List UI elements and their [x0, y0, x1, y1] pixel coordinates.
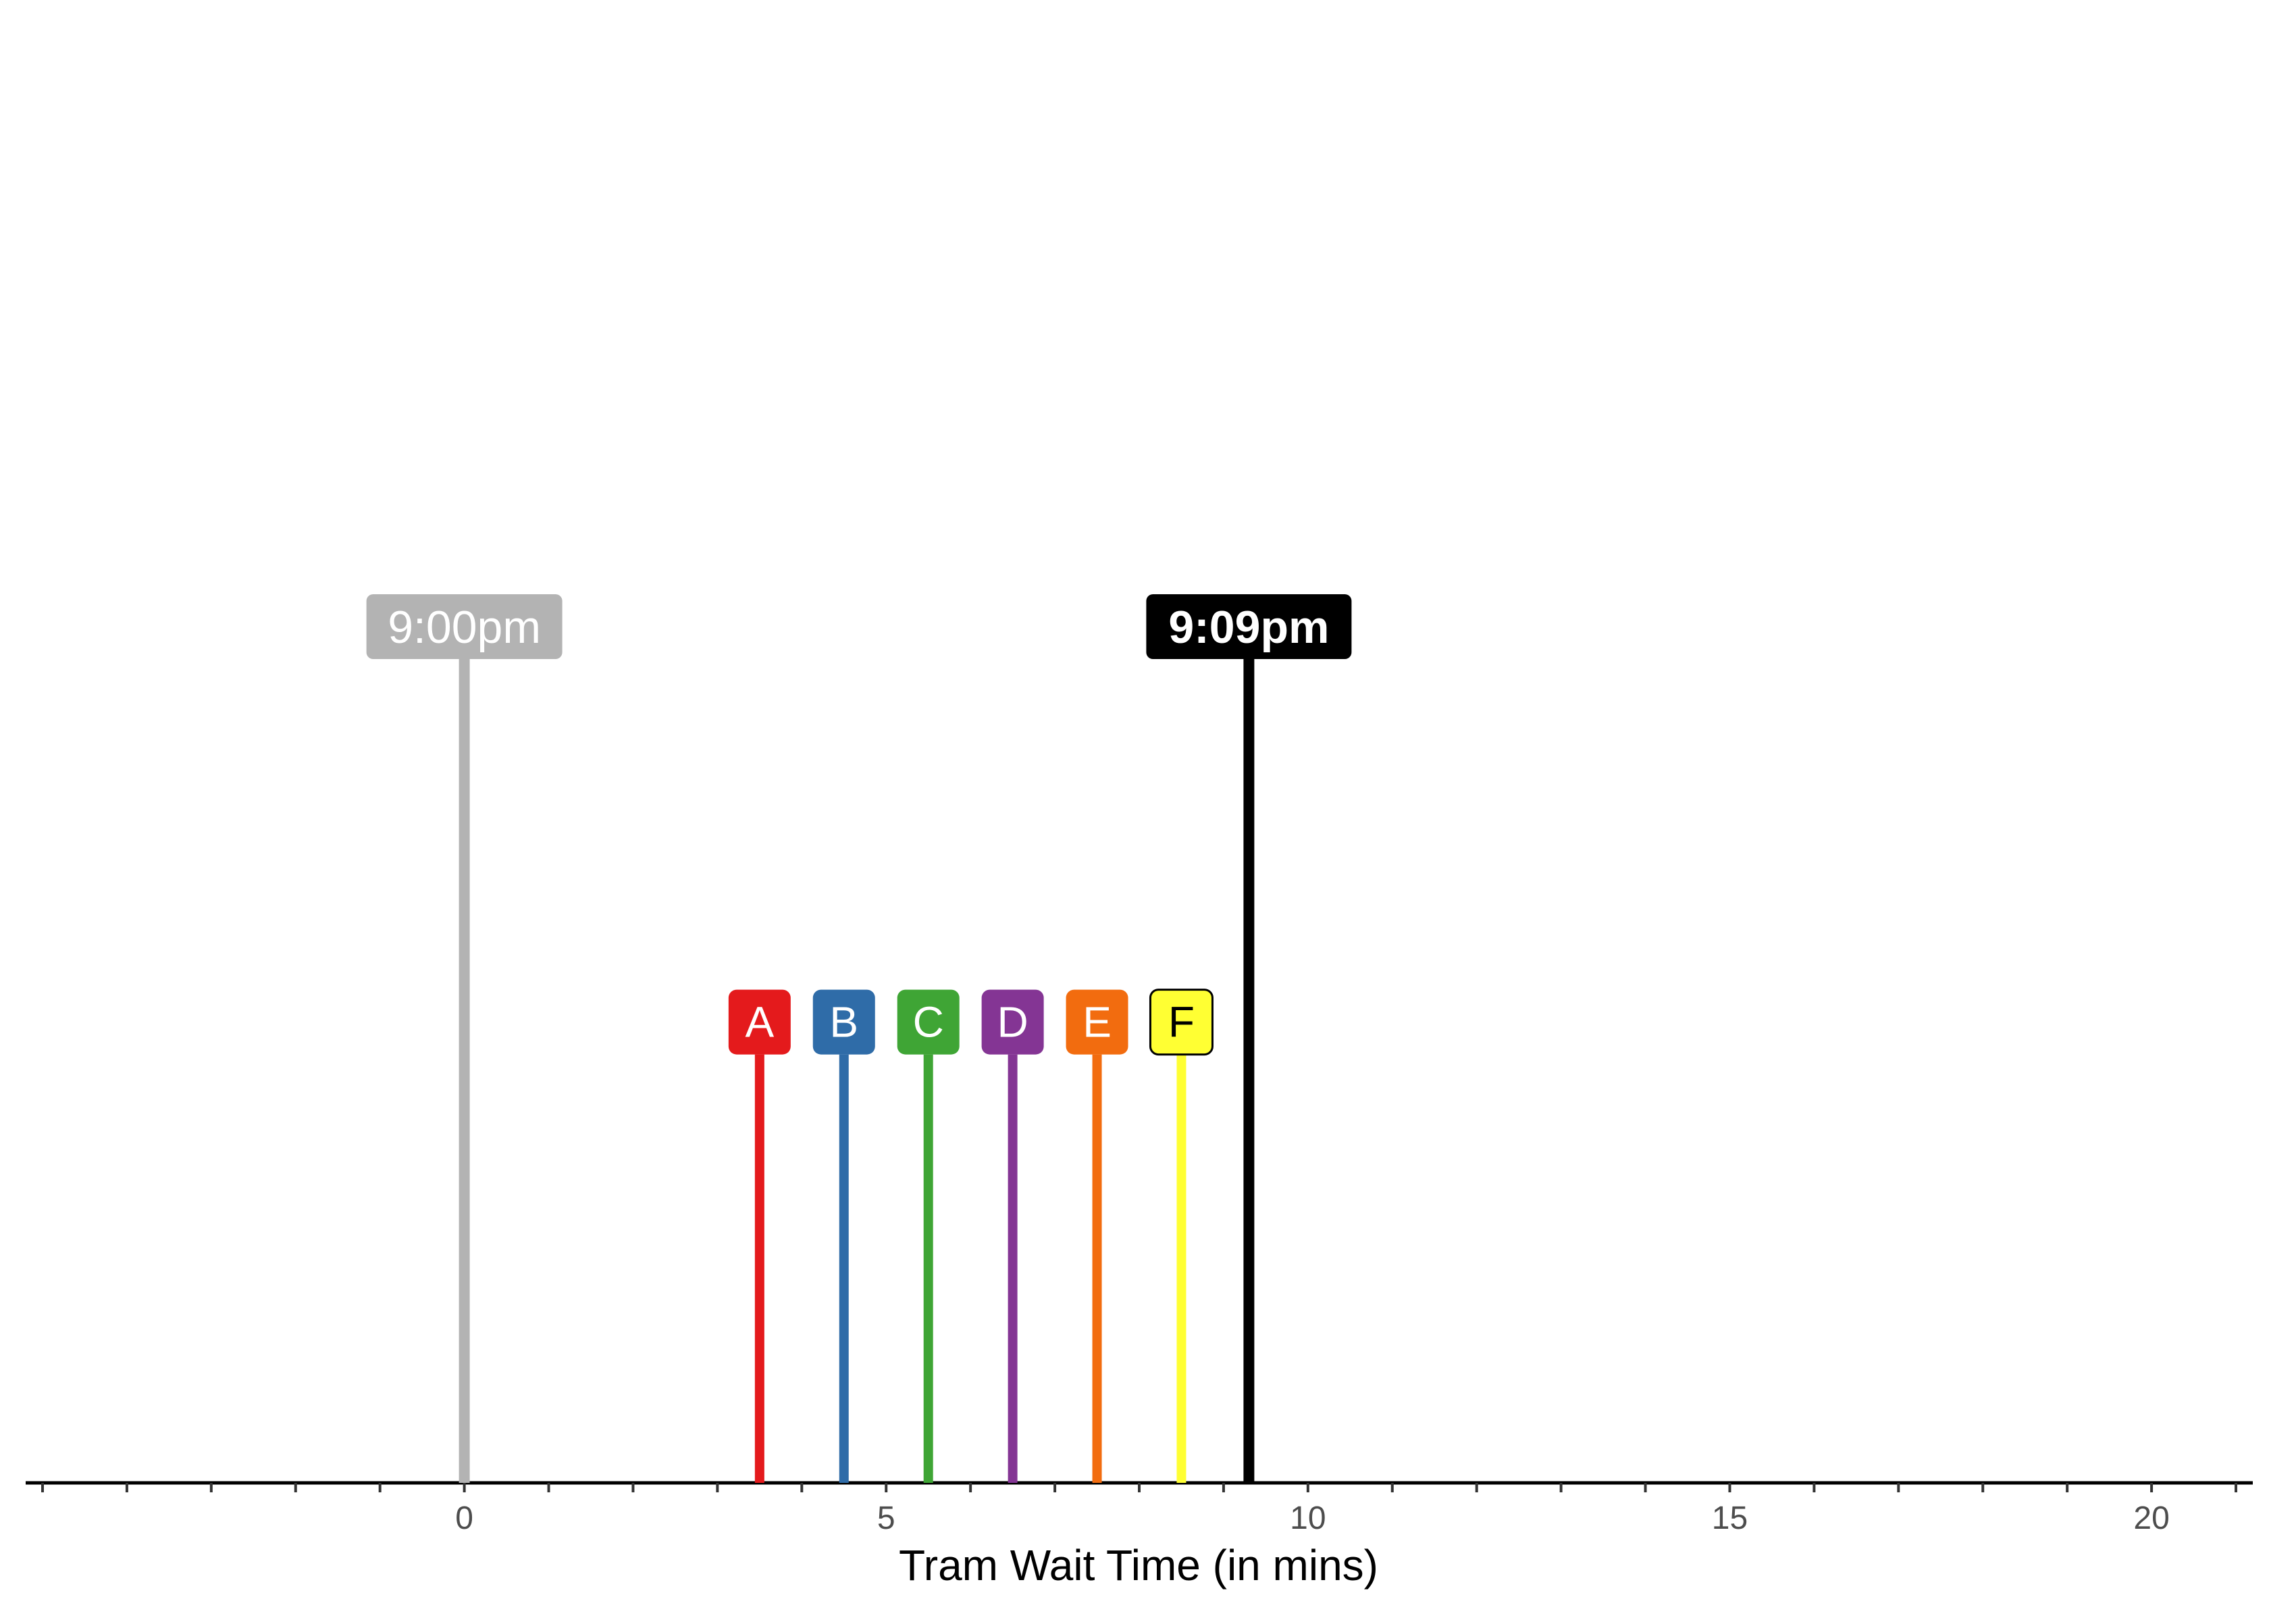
x-tick-label: 15 — [1712, 1500, 1748, 1536]
x-axis-title: Tram Wait Time (in mins) — [899, 1541, 1378, 1590]
marker-label-start: 9:00pm — [388, 602, 541, 653]
marker-label-box-now — [1146, 594, 1352, 659]
x-tick-label: 10 — [1290, 1500, 1326, 1536]
marker-label-box-start — [366, 594, 563, 659]
tram-label-f: F — [1168, 998, 1195, 1047]
tram-label-box-b — [812, 989, 875, 1055]
plot-marks: A B C D E F 9:00pm 9:09pm — [366, 594, 1352, 1483]
tram-label-box-a — [728, 989, 791, 1055]
tram-label-a: A — [745, 998, 774, 1047]
tram-label-c: C — [913, 998, 944, 1047]
tram-label-box-e — [1066, 989, 1128, 1055]
tram-label-box-d — [981, 989, 1044, 1055]
tram-label-b: B — [829, 998, 858, 1047]
tram-label-box-c — [897, 989, 960, 1055]
x-tick-label: 0 — [455, 1500, 473, 1536]
tram-label-d: D — [997, 998, 1028, 1047]
tram-label-box-f — [1149, 989, 1214, 1056]
tram-label-e: E — [1083, 998, 1112, 1047]
marker-label-now: 9:09pm — [1168, 602, 1329, 653]
x-tick-label: 5 — [877, 1500, 895, 1536]
x-tick-label: 20 — [2133, 1500, 2169, 1536]
x-axis: 0 5 10 15 20 — [26, 1481, 2253, 1536]
